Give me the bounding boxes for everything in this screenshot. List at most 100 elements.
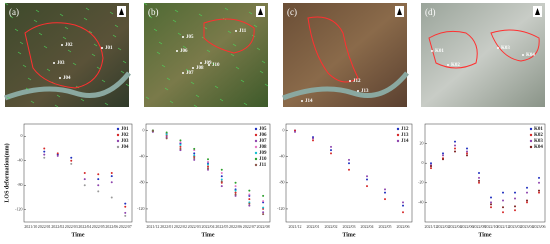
data-point: [248, 193, 251, 196]
data-point: [402, 201, 404, 204]
velocity-arrow: [85, 7, 90, 11]
data-point: [348, 168, 350, 171]
x-axis-label: Time: [478, 232, 492, 238]
image-panel: (a) J01 J02 J03 J04: [4, 2, 131, 108]
x-tick-label: 2022/01: [306, 224, 319, 229]
x-tick-label: 2022/03: [342, 224, 355, 229]
x-tick-label: 2022/02: [51, 224, 64, 229]
velocity-arrow: [30, 100, 35, 104]
data-point: [366, 178, 368, 181]
data-point: [179, 139, 182, 142]
image-panel: (d) K01 K02 K03 K04: [421, 3, 545, 107]
x-tick-label: 2022/12: [496, 224, 509, 229]
point-marker: [208, 64, 210, 66]
legend-marker: [254, 127, 258, 131]
y-tick-label: -80: [139, 180, 144, 185]
data-point: [430, 162, 432, 165]
velocity-arrow: [22, 64, 27, 68]
data-point: [502, 211, 504, 214]
north-arrow: [119, 8, 124, 15]
data-point: [43, 150, 46, 153]
data-point: [193, 154, 196, 157]
data-point: [330, 152, 332, 155]
landslide-outline: [203, 18, 255, 54]
data-point: [490, 203, 492, 206]
velocity-arrow: [14, 28, 19, 32]
y-axis-label: LOS deformation(mm): [3, 143, 10, 202]
data-point: [442, 152, 444, 155]
data-point: [248, 198, 251, 201]
data-point: [402, 211, 404, 214]
data-point: [502, 206, 504, 209]
legend-label: J08: [259, 145, 267, 150]
velocity-arrow: [190, 81, 195, 85]
data-point: [330, 149, 332, 152]
plot-frame: [145, 123, 271, 223]
x-tick-label: 2022/06: [229, 224, 242, 229]
data-point: [70, 162, 73, 165]
x-tick-label: 2022/08: [472, 224, 485, 229]
velocity-arrow: [153, 28, 158, 32]
data-point: [514, 205, 516, 208]
data-point: [466, 147, 468, 150]
legend-label: J10: [259, 157, 267, 162]
point-marker: [59, 77, 61, 79]
data-point: [294, 130, 296, 133]
legend-marker: [529, 133, 533, 137]
y-tick-label: 0: [422, 160, 424, 165]
velocity-arrow: [83, 17, 88, 21]
point-label: J01: [105, 46, 113, 51]
y-tick-label: -80: [17, 182, 22, 187]
velocity-arrow: [174, 9, 179, 13]
x-tick-label: 2022/04: [360, 224, 373, 229]
point-label: J11: [239, 29, 247, 34]
data-point: [207, 165, 209, 168]
velocity-arrow: [145, 96, 150, 100]
velocity-arrow: [125, 83, 130, 87]
velocity-arrow: [219, 98, 224, 102]
x-tick-label: 2022/01: [38, 224, 51, 229]
velocity-arrow: [19, 41, 24, 45]
data-point: [193, 156, 196, 159]
data-point: [248, 202, 251, 205]
legend-marker: [396, 127, 400, 131]
legend-marker: [254, 133, 258, 137]
x-tick-label: 2022/01: [160, 224, 173, 229]
data-point: [97, 173, 100, 176]
data-point: [220, 180, 223, 183]
data-point: [538, 176, 540, 179]
data-point: [490, 201, 492, 204]
velocity-arrow: [17, 51, 22, 55]
data-point: [366, 175, 368, 178]
data-point: [43, 147, 46, 150]
point-marker: [182, 36, 184, 38]
point-label: J12: [353, 79, 361, 84]
landslide-outline: [307, 16, 359, 83]
velocity-arrow: [161, 64, 166, 68]
north-arrow: [397, 8, 402, 15]
data-point: [526, 199, 528, 202]
velocity-arrow: [9, 15, 14, 19]
velocity-arrow: [172, 19, 177, 23]
data-point: [110, 175, 113, 178]
velocity-arrow: [35, 9, 40, 13]
data-point: [262, 200, 265, 203]
point-label: J03: [57, 61, 65, 66]
legend-label: J09: [259, 151, 267, 156]
point-marker: [431, 50, 433, 52]
point-label: K01: [435, 49, 444, 54]
panel-label: (c): [287, 7, 297, 17]
data-point: [312, 139, 314, 142]
velocity-arrow: [109, 11, 114, 15]
velocity-arrow: [43, 45, 48, 49]
velocity-arrow: [259, 70, 264, 74]
velocity-arrow: [67, 49, 72, 53]
data-point: [384, 191, 386, 194]
data-point: [514, 197, 516, 200]
velocity-arrow: [232, 43, 237, 47]
velocity-arrow: [224, 7, 229, 11]
point-marker: [349, 80, 351, 82]
data-point: [490, 196, 492, 199]
